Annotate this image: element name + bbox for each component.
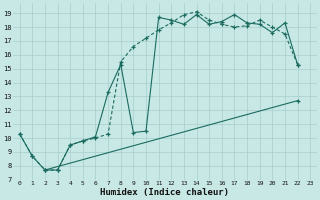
X-axis label: Humidex (Indice chaleur): Humidex (Indice chaleur)	[100, 188, 229, 197]
